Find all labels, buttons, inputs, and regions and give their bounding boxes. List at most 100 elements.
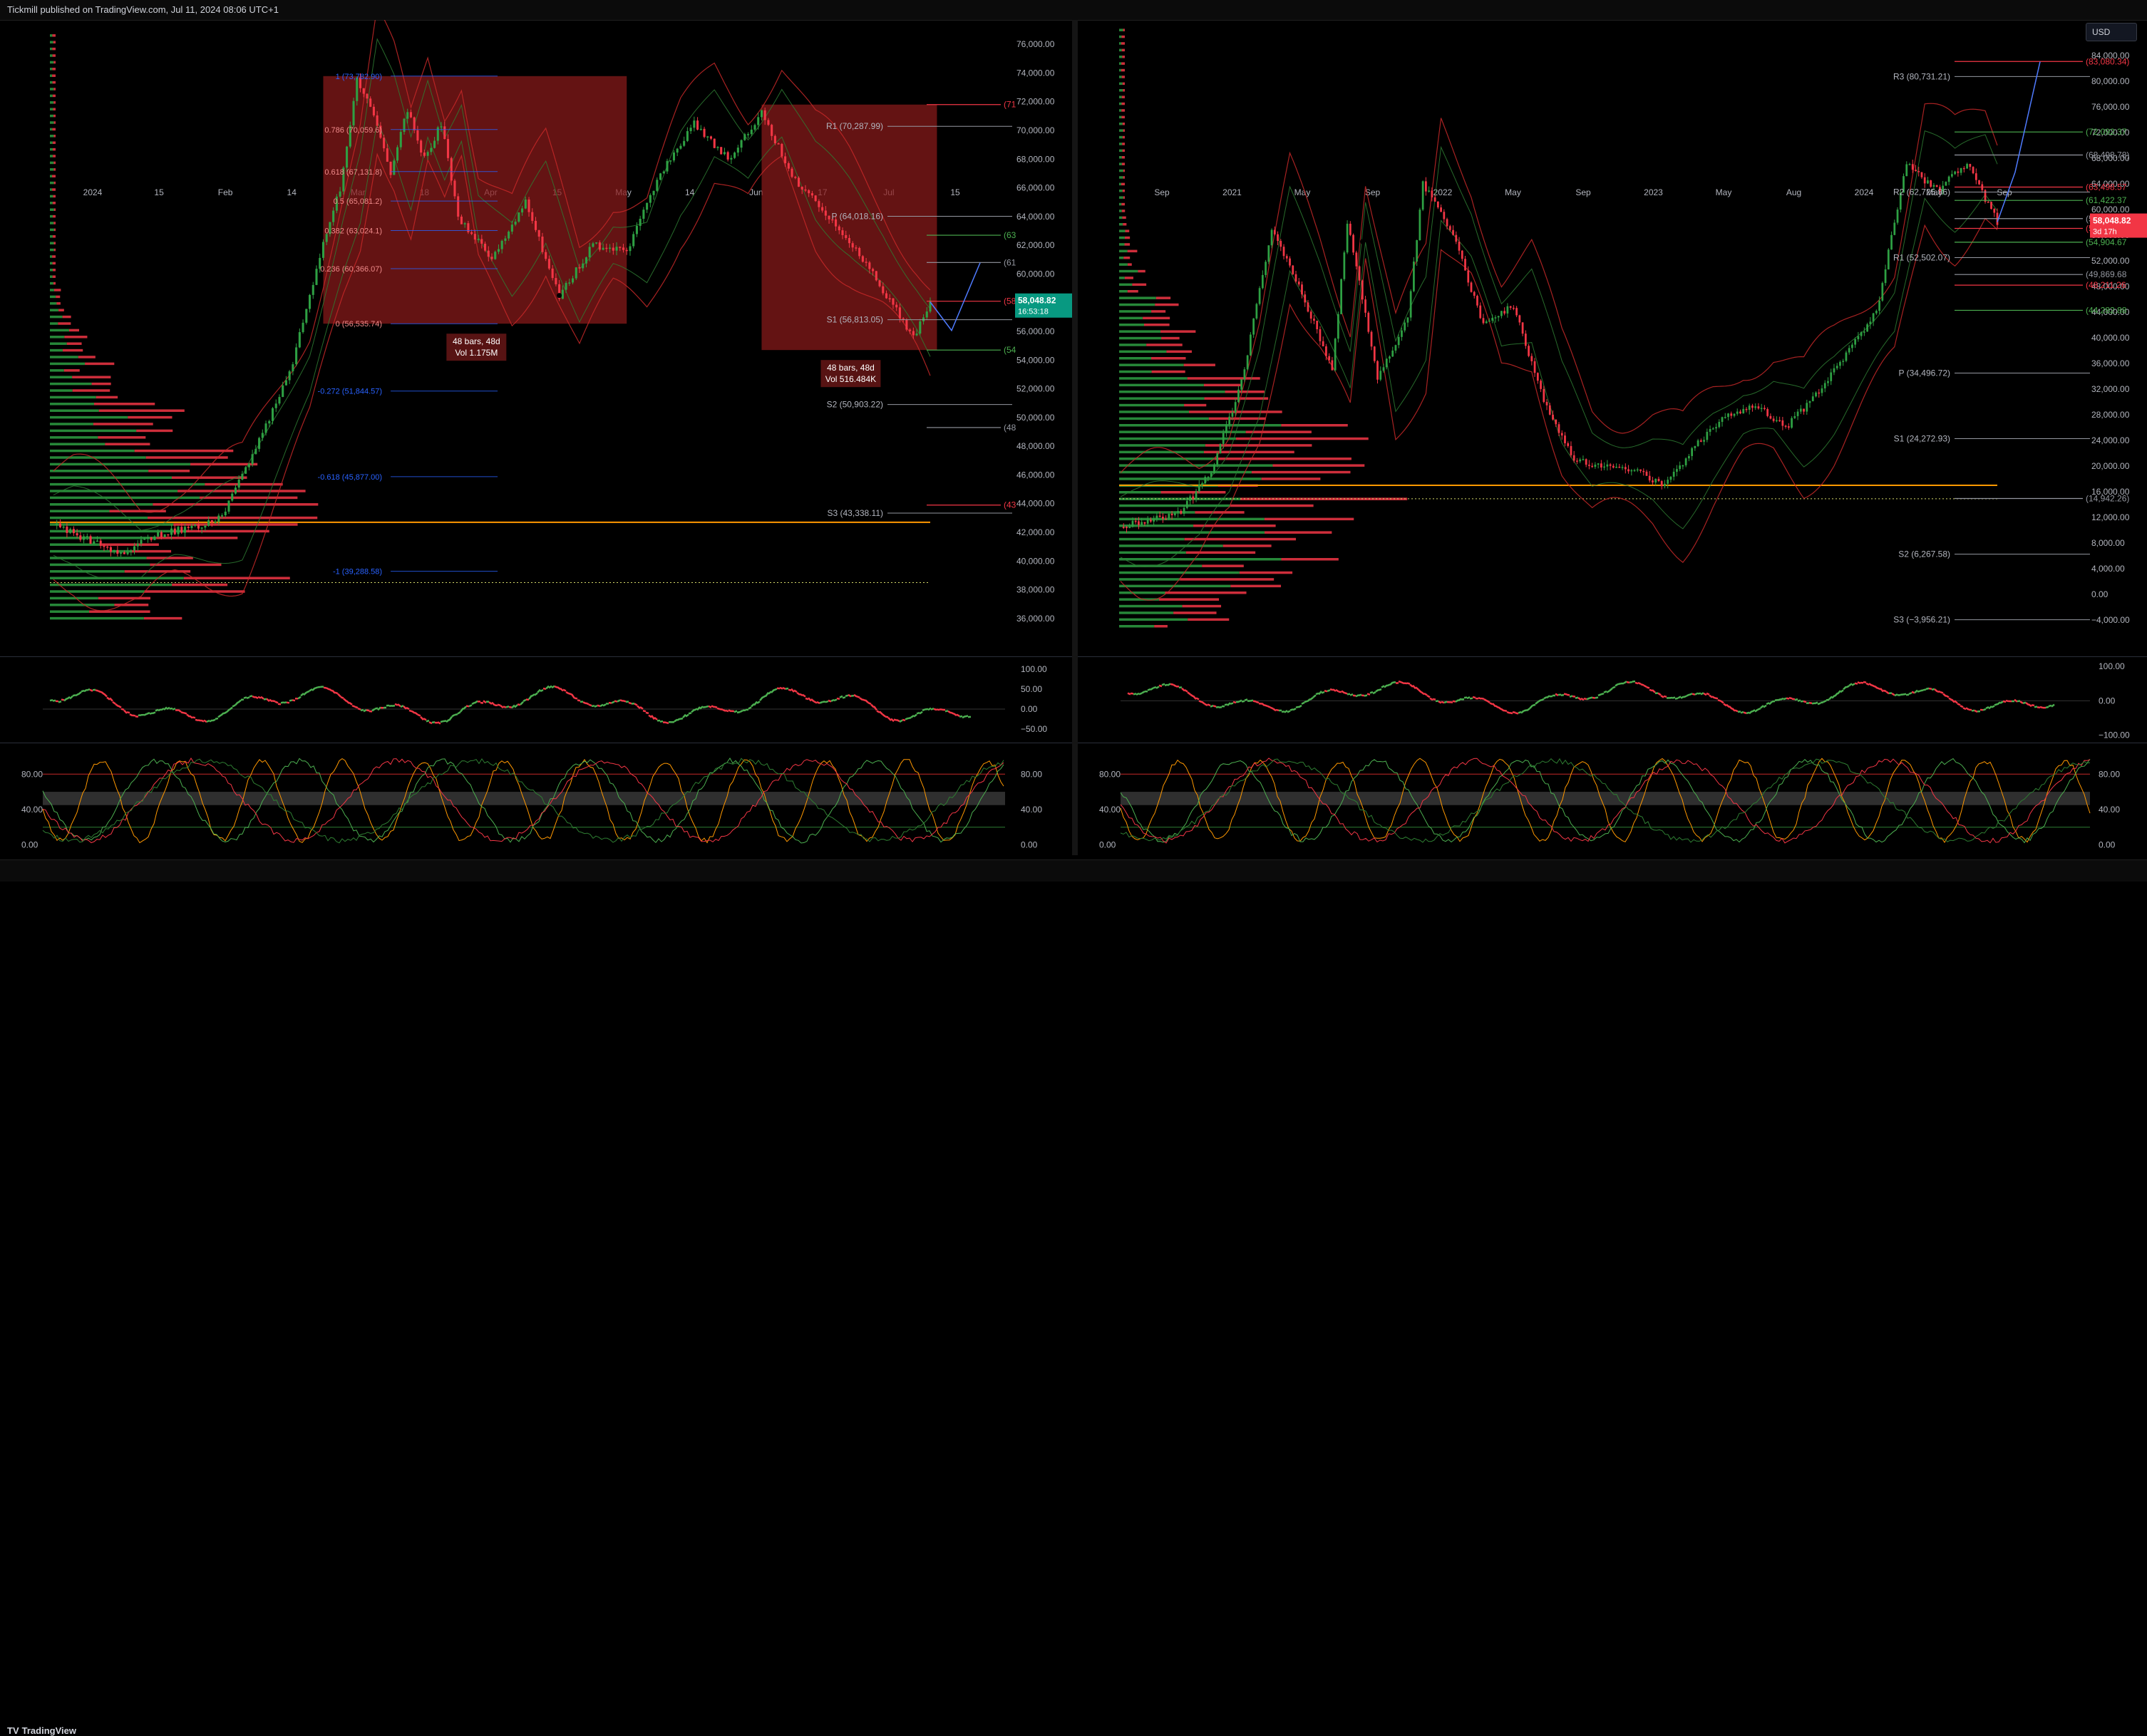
candle-body xyxy=(1827,381,1829,383)
x-axis-tick-label: Feb xyxy=(218,187,233,197)
rsi-segment xyxy=(1193,696,1196,700)
rsi-segment xyxy=(301,693,304,696)
volume-profile-bar xyxy=(1119,277,1125,279)
rsi-segment xyxy=(1182,688,1185,691)
rsi-segment xyxy=(147,713,150,714)
signal-dot xyxy=(1868,105,1873,110)
rsi-segment xyxy=(449,717,452,720)
rsi-segment xyxy=(515,705,518,708)
rsi-segment xyxy=(1818,703,1821,705)
candle-body xyxy=(1781,420,1783,426)
candle-body xyxy=(1449,226,1451,229)
rsi-segment xyxy=(227,709,230,712)
rsi-segment xyxy=(58,701,61,702)
volume-profile-bar xyxy=(50,302,56,305)
candle-body xyxy=(1564,435,1566,443)
volume-profile-bar xyxy=(99,409,185,412)
rsi-segment xyxy=(1752,710,1755,711)
x-axis-tick-label: 2024 xyxy=(83,187,103,197)
rsi-segment xyxy=(1761,706,1764,708)
rsi-segment xyxy=(957,715,959,716)
rsi-segment xyxy=(882,714,885,716)
candle-body xyxy=(1510,306,1512,308)
candle-body xyxy=(912,331,915,336)
candle-body xyxy=(1579,460,1581,462)
candle-body xyxy=(616,247,618,250)
candle-body xyxy=(724,152,726,154)
candle-body xyxy=(1606,465,1608,467)
volume-profile-bar xyxy=(1119,317,1143,320)
candle-body xyxy=(1495,317,1497,319)
rsi-segment xyxy=(1339,692,1342,693)
candle-body xyxy=(1700,440,1702,442)
volume-profile-bar xyxy=(1119,62,1121,65)
candle-body xyxy=(1975,173,1977,180)
fib-level-label: 1 (73,782.90) xyxy=(336,73,382,81)
right-rsi-pane[interactable]: 100.000.00−100.00 xyxy=(1078,657,2147,743)
oscillator-tick: 40.00 xyxy=(21,805,43,815)
volume-profile-bar xyxy=(1119,69,1121,72)
rsi-segment xyxy=(1732,708,1735,711)
candle-body xyxy=(177,527,180,534)
candle-body xyxy=(1534,361,1536,373)
candle-body xyxy=(309,295,311,309)
candle-body xyxy=(1208,477,1210,478)
rsi-segment xyxy=(110,698,113,701)
volume-profile-bar xyxy=(1161,337,1180,340)
rsi-segment xyxy=(378,707,381,710)
x-axis-tick-label: 15 xyxy=(154,187,164,197)
rsi-segment xyxy=(1992,706,1994,708)
rsi-segment xyxy=(247,697,249,698)
rsi-segment xyxy=(586,703,589,705)
rsi-segment xyxy=(2000,702,2003,703)
rsi-segment xyxy=(292,700,295,701)
volume-profile-bar xyxy=(1165,591,1247,594)
candle-body xyxy=(1546,402,1548,405)
volume-profile-bar xyxy=(58,309,64,311)
rsi-segment xyxy=(423,718,426,720)
rsi-segment xyxy=(1849,683,1852,686)
candle-body xyxy=(1806,403,1808,411)
candle-body xyxy=(1528,346,1530,356)
rsi-segment xyxy=(158,709,161,711)
volume-profile-bar xyxy=(50,95,53,98)
pivot-label: P (64,018.16) xyxy=(832,211,884,221)
volume-profile-bar xyxy=(1119,243,1125,246)
projection-arrow xyxy=(1997,62,2040,222)
rsi-segment xyxy=(1638,683,1641,684)
candle-body xyxy=(1464,259,1466,270)
volume-profile-bar xyxy=(50,188,52,191)
rsi-segment xyxy=(1136,693,1139,695)
rsi-segment xyxy=(1675,698,1678,699)
rsi-segment xyxy=(771,690,774,693)
candle-body xyxy=(1948,177,1950,182)
volume-profile-bar xyxy=(1119,304,1155,306)
candle-body xyxy=(1398,337,1400,345)
right-price-chart[interactable]: −4,000.000.004,000.008,000.0012,000.0016… xyxy=(1078,20,2147,656)
candle-body xyxy=(1754,406,1756,408)
candle-body xyxy=(868,262,870,269)
left-price-chart[interactable]: 36,000.0038,000.0040,000.0042,000.0044,0… xyxy=(0,20,1072,656)
rsi-segment xyxy=(338,694,341,697)
candle-body xyxy=(1978,180,1980,185)
candle-body xyxy=(818,201,820,207)
rsi-segment xyxy=(2040,707,2043,708)
rsi-segment xyxy=(1712,696,1715,698)
rsi-segment xyxy=(1430,698,1433,700)
fib-level-label: -0.618 (45,877.00) xyxy=(318,473,383,482)
candle-body xyxy=(1591,466,1593,467)
volume-profile-bar xyxy=(50,282,53,285)
candle-body xyxy=(741,140,743,148)
candle-body xyxy=(666,161,668,172)
layout-divider[interactable] xyxy=(1072,20,1078,855)
rsi-segment xyxy=(720,709,723,710)
candle-body xyxy=(1325,346,1327,356)
candle-body xyxy=(1670,477,1672,480)
candle-body xyxy=(575,267,577,278)
rsi-segment xyxy=(192,717,195,718)
candle-body xyxy=(187,527,190,528)
